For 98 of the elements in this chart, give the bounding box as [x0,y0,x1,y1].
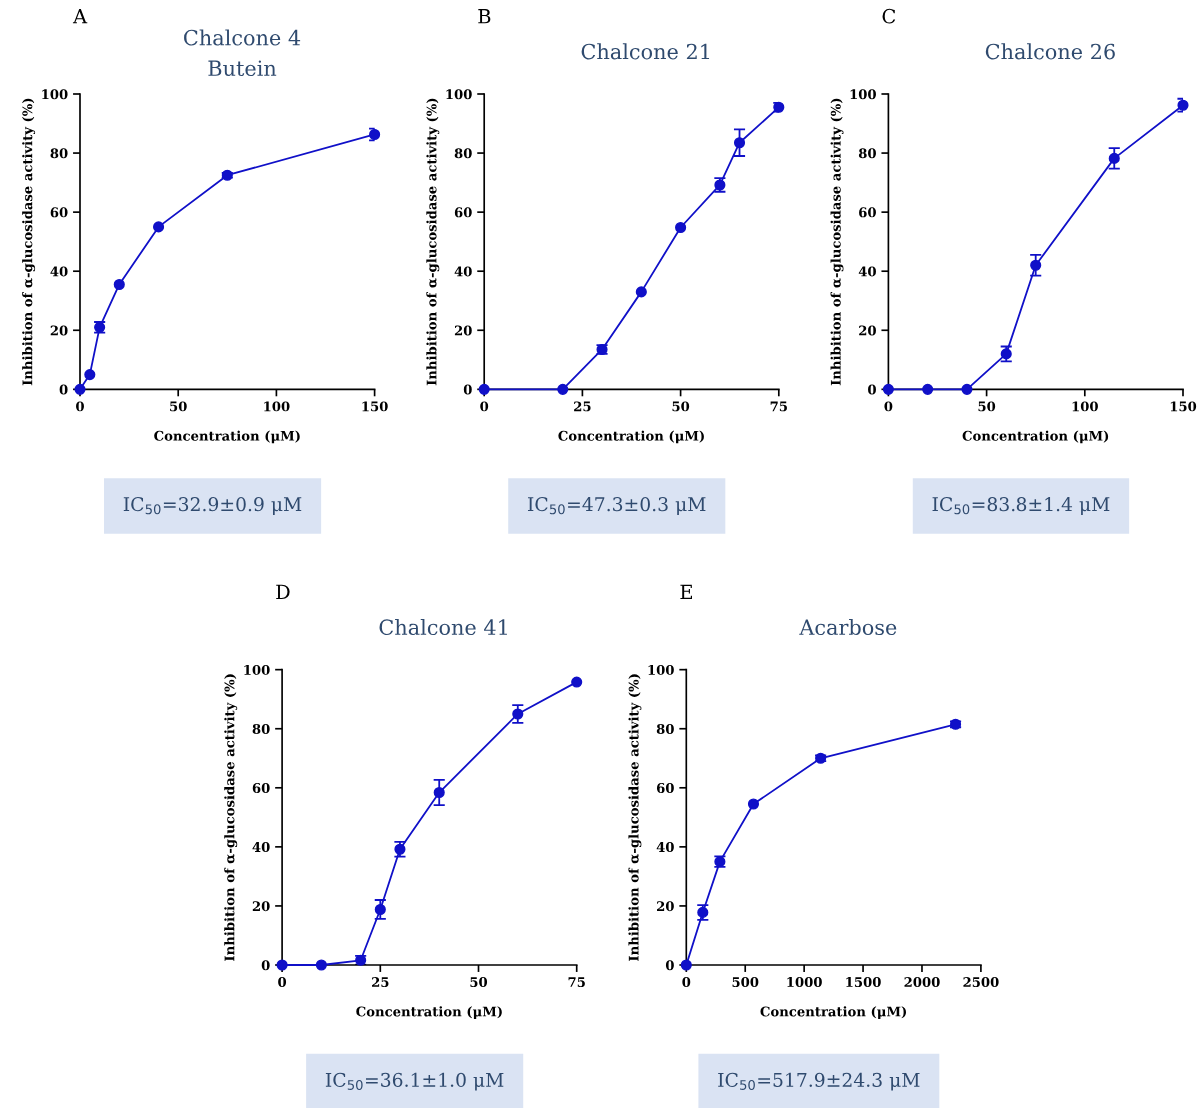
y-tick-label: 100 [446,89,472,100]
point [1108,152,1120,164]
y-tick-label: 20 [252,901,270,912]
point [374,903,386,916]
y-tick-label: 100 [850,89,876,100]
point [773,101,785,113]
text: IC$_{50}$=36.1±1.0 μM [325,1072,504,1091]
x-tick-label: 50 [978,401,996,412]
y-tick-label: 0 [665,960,674,971]
y-axis-title: Inhibition of α-glucosidase activity (%) [628,674,642,961]
y-axis-title: Inhibition of α-glucosidase activity (%) [224,674,238,961]
point [922,383,934,395]
x-tick-label: 2000 [904,977,940,988]
point [571,676,583,688]
chart-title: Chalcone 41 [379,618,507,636]
y-axis-title: Inhibition of α-glucosidase activity (%) [830,98,844,386]
x-tick-label: 50 [170,401,187,412]
point [512,708,524,720]
chart-title: Chalcone 21 [581,43,710,60]
x-axis-title: Concentration (μM) [356,1006,502,1020]
point [1177,99,1189,111]
x-tick-label: 150 [1170,401,1197,412]
y-tick-label: 0 [463,384,472,395]
y-tick-label: 60 [454,207,472,218]
chart-title: Chalcone 4 [184,29,301,46]
x-tick-label: 500 [732,977,759,988]
text: C [882,8,896,24]
point [1030,259,1042,271]
point [733,137,746,149]
text: IC$_{50}$=517.9±24.3 μM [718,1072,920,1091]
y-tick-label: 60 [252,783,270,793]
chart-subtitle: Butein [208,60,277,77]
point [961,383,973,395]
text: B [478,9,491,24]
y-tick-label: 20 [859,325,876,336]
point [433,786,445,799]
point [557,383,569,395]
x-axis-title: Concentration (μM) [558,430,704,444]
y-tick-label: 0 [59,384,68,395]
x-axis-title: Concentration (μM) [154,430,300,444]
y-tick-label: 80 [858,148,876,159]
point [113,278,125,291]
y-tick-label: 80 [454,148,472,159]
y-tick-label: 60 [859,207,876,218]
x-axis-title: Concentration (μM) [962,430,1109,444]
y-tick-label: 40 [252,842,270,853]
y-tick-label: 0 [868,384,876,395]
text: IC$_{50}$=47.3±0.3 μM [527,497,706,515]
x-tick-label: 50 [672,401,690,412]
point [675,221,687,234]
x-tick-label: 1000 [787,977,822,988]
x-tick-label: 75 [568,977,585,988]
x-tick-label: 0 [884,401,893,412]
x-tick-label: 0 [682,977,691,988]
text: E [680,584,692,599]
y-tick-label: 100 [244,664,270,675]
text: IC$_{50}$=83.8±1.4 μM [932,497,1110,515]
y-axis-title: Inhibition of α-glucosidase activity (%) [22,98,36,386]
x-tick-label: 2500 [963,977,999,988]
x-tick-label: 150 [362,401,388,412]
y-tick-label: 40 [454,266,472,277]
y-tick-label: 80 [656,723,674,734]
x-tick-label: 0 [278,977,287,988]
x-tick-label: 0 [76,401,84,412]
x-tick-label: 25 [574,401,591,412]
x-tick-label: 1500 [846,977,881,988]
y-tick-label: 20 [454,325,472,336]
point [315,959,327,971]
x-tick-label: 100 [1072,401,1098,412]
chart-title: Chalcone 26 [985,43,1115,60]
y-tick-label: 100 [42,89,68,100]
point [635,286,647,298]
y-tick-label: 20 [657,901,674,912]
point [369,128,381,141]
y-tick-label: 40 [50,266,68,277]
y-tick-label: 80 [50,148,68,159]
y-tick-label: 0 [261,960,270,971]
point [153,221,165,233]
y-tick-label: 40 [858,266,876,277]
y-tick-label: 40 [656,842,674,853]
y-tick-label: 20 [50,325,68,336]
text: A [72,9,88,24]
x-tick-label: 75 [770,401,787,412]
y-tick-label: 60 [50,207,68,218]
text: D [276,584,290,599]
y-tick-label: 80 [252,723,270,734]
x-tick-label: 100 [264,401,290,412]
point [747,798,760,810]
y-tick-label: 60 [656,783,674,793]
y-tick-label: 100 [648,664,674,675]
x-axis-title: Concentration (μM) [760,1006,907,1020]
point [84,369,96,381]
chart-title: Acarbose [799,618,897,636]
x-tick-label: 0 [480,401,489,412]
x-tick-label: 25 [372,977,389,988]
y-axis-title: Inhibition of α-glucosidase activity (%) [426,98,440,386]
x-tick-label: 50 [470,977,488,988]
text: IC$_{50}$=32.9±0.9 μM [123,497,302,515]
